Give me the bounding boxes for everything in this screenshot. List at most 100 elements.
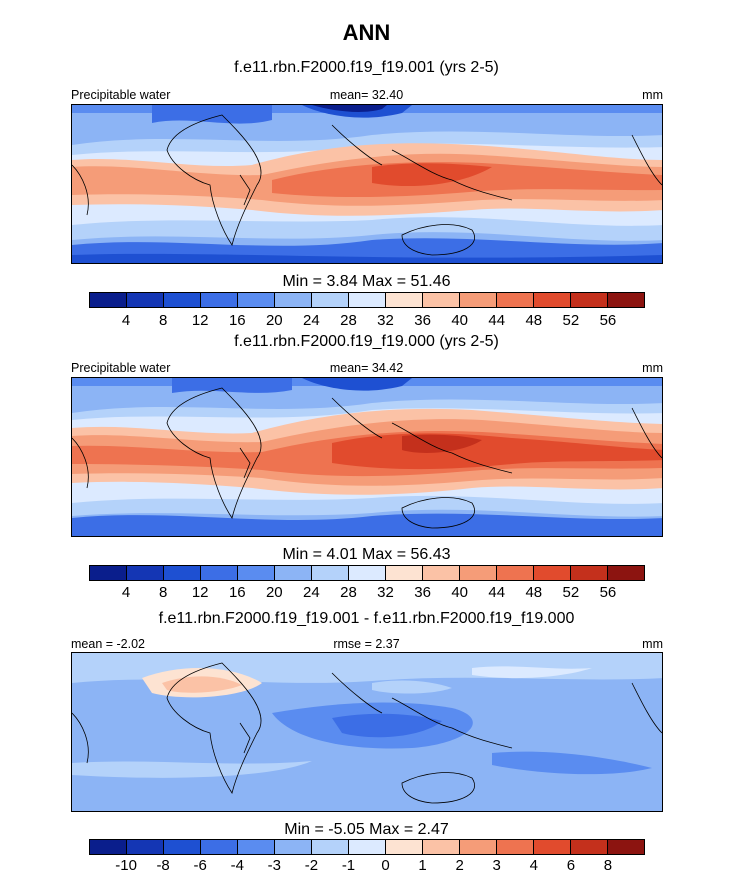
colorbar-3-tick: 8 [603, 857, 613, 874]
colorbar-2-tick: 20 [265, 584, 283, 601]
colorbar-2-bin [534, 566, 571, 580]
colorbar-3-tick: 6 [566, 857, 576, 874]
colorbar-1 [89, 292, 645, 308]
colorbar-2-bin [238, 566, 275, 580]
colorbar-1-tick: 36 [414, 312, 431, 329]
colorbar-1-bin [164, 293, 201, 307]
panel-3-map [71, 652, 663, 812]
colorbar-3-ticks: -10 -8 -6 -4 -3 -2 -1 0 1 2 3 4 6 8 [89, 857, 645, 875]
colorbar-3-tick: -1 [341, 857, 356, 874]
panel-1-map [71, 104, 663, 264]
colorbar-2-tick: 24 [303, 584, 320, 601]
colorbar-1-tick: 56 [599, 312, 617, 329]
colorbar-2-tick: 40 [451, 584, 469, 601]
colorbar-3-tick: 3 [492, 857, 501, 874]
colorbar-1-ticks: 4 8 12 16 20 24 28 32 36 40 44 48 52 56 [89, 312, 645, 330]
colorbar-2-bin [312, 566, 349, 580]
panel-3-title: f.e11.rbn.F2000.f19_f19.001 - f.e11.rbn.… [158, 610, 575, 627]
colorbar-3-tick: -4 [230, 857, 244, 874]
colorbar-1-bin [238, 293, 275, 307]
colorbar-1-bin [534, 293, 571, 307]
panel-2-left-label: Precipitable water [71, 361, 171, 375]
colorbar-2-bin [127, 566, 164, 580]
panel-2-min-max: Min = 4.01 Max = 56.43 [282, 546, 451, 563]
colorbar-1-tick: 44 [488, 312, 506, 329]
panel-3-rmse-label: rmse = 2.37 [333, 637, 400, 651]
colorbar-2-tick: 32 [377, 584, 394, 601]
colorbar-3 [89, 839, 645, 855]
colorbar-1-bin [497, 293, 534, 307]
panel-2-mean-label: mean= 34.42 [329, 361, 404, 375]
panel-1-mean-label: mean= 32.40 [329, 88, 404, 102]
colorbar-3-tick: -2 [304, 857, 319, 874]
panel-3-mean-label: mean = -2.02 [71, 637, 146, 651]
colorbar-3-bin [201, 840, 238, 854]
colorbar-2-bin [497, 566, 534, 580]
colorbar-2-tick: 28 [340, 584, 357, 601]
colorbar-1-tick: 48 [525, 312, 543, 329]
colorbar-2-tick: 4 [121, 584, 131, 601]
colorbar-2-bin [164, 566, 201, 580]
colorbar-1-tick: 12 [191, 312, 209, 329]
colorbar-2-bin [423, 566, 460, 580]
colorbar-1-tick: 20 [265, 312, 283, 329]
panel-1-title: f.e11.rbn.F2000.f19_f19.001 (yrs 2-5) [234, 59, 499, 76]
colorbar-2-tick: 52 [562, 584, 580, 601]
colorbar-2-bin [90, 566, 127, 580]
colorbar-3-bin [90, 840, 127, 854]
colorbar-1-tick: 4 [121, 312, 131, 329]
colorbar-1-tick: 8 [158, 312, 168, 329]
colorbar-3-tick: -8 [156, 857, 170, 874]
colorbar-2-tick: 36 [414, 584, 431, 601]
panel-1-left-label: Precipitable water [71, 88, 171, 102]
colorbar-2-bin [349, 566, 386, 580]
colorbar-3-bin [497, 840, 534, 854]
colorbar-1-bin [571, 293, 608, 307]
colorbar-3-bin [349, 840, 386, 854]
colorbar-3-tick: 2 [455, 857, 464, 874]
colorbar-2-tick: 56 [599, 584, 617, 601]
colorbar-3-tick: 0 [381, 857, 390, 874]
colorbar-3-bin [164, 840, 201, 854]
colorbar-2-bin [571, 566, 608, 580]
colorbar-2-tick: 48 [525, 584, 543, 601]
colorbar-2-tick: 12 [191, 584, 209, 601]
panel-1-units: mm [642, 88, 663, 102]
colorbar-1-tick: 28 [340, 312, 357, 329]
colorbar-1-bin [127, 293, 164, 307]
panel-2-map-svg [72, 378, 662, 536]
colorbar-2-tick: 8 [158, 584, 168, 601]
panel-2-units: mm [642, 361, 663, 375]
colorbar-1-bin [349, 293, 386, 307]
panel-1-min-max: Min = 3.84 Max = 51.46 [282, 273, 451, 290]
colorbar-1-bin [423, 293, 460, 307]
colorbar-3-bin [608, 840, 644, 854]
colorbar-3-bin [312, 840, 349, 854]
colorbar-3-tick: 1 [418, 857, 427, 874]
colorbar-1-tick: 32 [377, 312, 394, 329]
colorbar-1-tick: 40 [451, 312, 469, 329]
colorbar-3-bin [534, 840, 571, 854]
colorbar-3-bin [386, 840, 423, 854]
colorbar-3-tick: -3 [267, 857, 281, 874]
colorbar-1-bin [201, 293, 238, 307]
panel-1-map-svg [72, 105, 662, 263]
colorbar-3-bin [275, 840, 312, 854]
colorbar-3-bin [460, 840, 497, 854]
colorbar-1-bin [90, 293, 127, 307]
panel-3-units: mm [642, 637, 663, 651]
colorbar-2-bin [275, 566, 312, 580]
colorbar-3-bin [423, 840, 460, 854]
colorbar-2-bin [386, 566, 423, 580]
colorbar-1-tick: 16 [228, 312, 246, 329]
colorbar-2-bin [201, 566, 238, 580]
colorbar-2 [89, 565, 645, 581]
colorbar-3-bin [238, 840, 275, 854]
colorbar-2-tick: 44 [488, 584, 506, 601]
colorbar-1-bin [275, 293, 312, 307]
figure-title: ANN [342, 20, 391, 45]
panel-2-map [71, 377, 663, 537]
panel-3-min-max: Min = -5.05 Max = 2.47 [284, 821, 449, 838]
colorbar-3-bin [127, 840, 164, 854]
colorbar-2-ticks: 4 8 12 16 20 24 28 32 36 40 44 48 52 56 [89, 584, 645, 602]
